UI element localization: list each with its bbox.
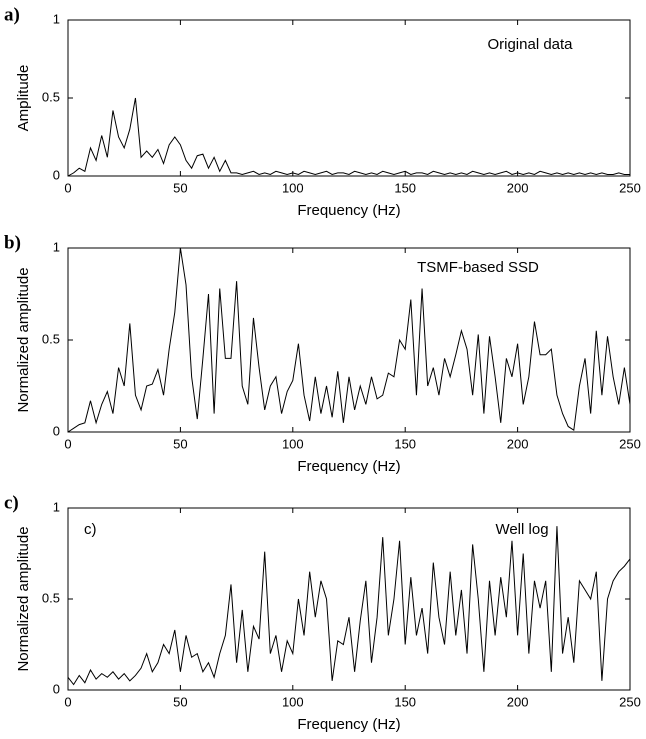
- data-line: [67, 97, 630, 177]
- panel-label: c): [4, 492, 19, 513]
- x-axis-label: Frequency (Hz): [297, 202, 400, 219]
- panel-label: a): [4, 4, 20, 25]
- x-tick-label: 200: [507, 180, 529, 195]
- x-tick-label: 250: [619, 694, 641, 709]
- y-axis-label: Normalized amplitude: [15, 526, 32, 671]
- x-tick-label: 200: [507, 436, 529, 451]
- y-tick-label: 0: [53, 681, 60, 696]
- inset-label: c): [84, 521, 97, 538]
- x-axis-label: Frequency (Hz): [297, 458, 400, 475]
- y-tick-label: 0: [53, 423, 60, 438]
- panel-label: b): [4, 232, 21, 253]
- y-tick-label: 1: [53, 499, 60, 514]
- y-tick-label: 0.5: [42, 331, 60, 346]
- x-tick-label: 50: [173, 180, 187, 195]
- x-tick-label: 100: [282, 180, 304, 195]
- x-tick-label: 100: [282, 694, 304, 709]
- x-tick-label: 0: [64, 694, 71, 709]
- x-tick-label: 200: [507, 694, 529, 709]
- x-axis-label: Frequency (Hz): [297, 716, 400, 733]
- y-tick-label: 1: [53, 239, 60, 254]
- y-tick-label: 0.5: [42, 590, 60, 605]
- annotation: Original data: [487, 36, 573, 53]
- y-axis-label: Normalized amplitude: [15, 267, 32, 412]
- x-tick-label: 150: [394, 180, 416, 195]
- y-axis-label: Amplitude: [15, 65, 32, 132]
- x-tick-label: 50: [173, 436, 187, 451]
- annotation: TSMF-based SSD: [417, 259, 539, 276]
- y-tick-label: 1: [53, 11, 60, 26]
- data-line: [67, 247, 631, 433]
- y-tick-label: 0: [53, 167, 60, 182]
- x-tick-label: 0: [64, 436, 71, 451]
- x-tick-label: 150: [394, 694, 416, 709]
- x-tick-label: 250: [619, 180, 641, 195]
- data-line: [67, 526, 631, 686]
- x-tick-label: 0: [64, 180, 71, 195]
- axes-box: [67, 247, 631, 433]
- y-tick-label: 0.5: [42, 89, 60, 104]
- x-tick-label: 250: [619, 436, 641, 451]
- annotation: Well log: [495, 521, 548, 538]
- x-tick-label: 150: [394, 436, 416, 451]
- x-tick-label: 50: [173, 694, 187, 709]
- x-tick-label: 100: [282, 436, 304, 451]
